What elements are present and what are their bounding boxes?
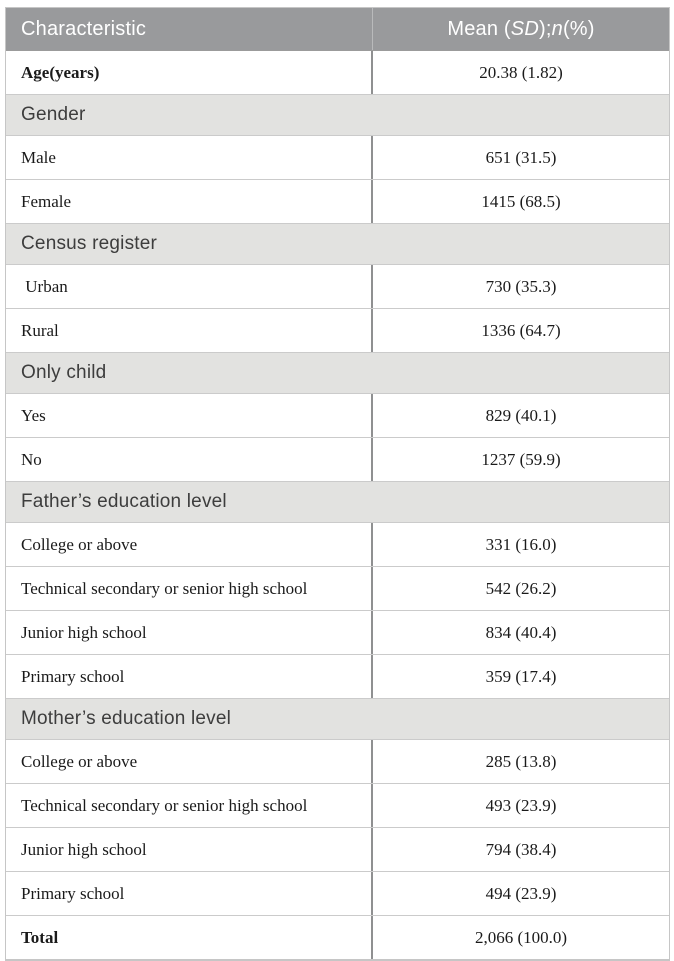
table-row: College or above 331 (16.0) xyxy=(6,523,669,567)
section-label: Gender xyxy=(21,104,86,125)
section-row: Census register xyxy=(6,224,669,265)
table-row: Total 2,066 (100.0) xyxy=(6,916,669,960)
section-row: Father’s education level xyxy=(6,482,669,523)
row-value: 1336 (64.7) xyxy=(481,320,561,340)
row-label: Total xyxy=(6,916,373,959)
row-value: 493 (23.9) xyxy=(485,795,557,815)
table-body: Age(years) 20.38 (1.82) Gender Male 651 (31.… xyxy=(6,51,669,960)
table-row: Technical secondary or senior high schoo… xyxy=(6,567,669,611)
table-row: Technical secondary or senior high schoo… xyxy=(6,784,669,828)
row-label: Rural xyxy=(6,309,373,352)
table-row: Age(years) 20.38 (1.82) xyxy=(6,51,669,95)
table-header-row: Characteristic Mean (SD); n (%) xyxy=(6,8,669,51)
table-row: Junior high school 794 (38.4) xyxy=(6,828,669,872)
row-value: 794 (38.4) xyxy=(485,839,557,859)
table-row: No 1237 (59.9) xyxy=(6,438,669,482)
table-row: Female 1415 (68.5) xyxy=(6,180,669,224)
row-value: 285 (13.8) xyxy=(485,751,557,771)
row-label: Junior high school xyxy=(6,611,373,654)
row-value: 730 (35.3) xyxy=(485,276,557,296)
table-row: Rural 1336 (64.7) xyxy=(6,309,669,353)
table-row: College or above 285 (13.8) xyxy=(6,740,669,784)
row-label: Female xyxy=(6,180,373,223)
row-label: Junior high school xyxy=(6,828,373,871)
header-value-segment: (%) xyxy=(562,17,595,40)
row-label: College or above xyxy=(6,740,373,783)
row-label: Yes xyxy=(6,394,373,437)
table-row: Urban 730 (35.3) xyxy=(6,265,669,309)
header-value-segment: n xyxy=(551,17,563,40)
table-row: Junior high school 834 (40.4) xyxy=(6,611,669,655)
row-value: 542 (26.2) xyxy=(485,578,557,598)
table-row: Yes 829 (40.1) xyxy=(6,394,669,438)
row-value: 651 (31.5) xyxy=(485,147,557,167)
column-header-mean-sd-n: Mean (SD); n (%) xyxy=(373,8,669,50)
row-label: Age(years) xyxy=(6,51,373,94)
row-value: 829 (40.1) xyxy=(485,405,557,425)
row-label: College or above xyxy=(6,523,373,566)
table-row: Primary school 494 (23.9) xyxy=(6,872,669,916)
table-row: Male 651 (31.5) xyxy=(6,136,669,180)
characteristics-table: Characteristic Mean (SD); n (%) Age(year… xyxy=(5,7,670,961)
row-label: Primary school xyxy=(6,872,373,915)
row-label: Technical secondary or senior high schoo… xyxy=(6,784,373,827)
row-value: 494 (23.9) xyxy=(485,883,557,903)
row-value: 2,066 (100.0) xyxy=(474,927,568,947)
header-value-segment: SD xyxy=(510,17,539,40)
section-row: Gender xyxy=(6,95,669,136)
section-row: Mother’s education level xyxy=(6,699,669,740)
row-value: 1237 (59.9) xyxy=(481,449,561,469)
header-value-segment: Mean ( xyxy=(447,17,511,40)
section-label: Census register xyxy=(21,233,158,254)
row-value: 834 (40.4) xyxy=(485,622,557,642)
row-value: 359 (17.4) xyxy=(485,666,557,686)
row-value: 1415 (68.5) xyxy=(481,191,561,211)
row-label: Technical secondary or senior high schoo… xyxy=(6,567,373,610)
row-value: 331 (16.0) xyxy=(485,534,557,554)
row-label: Primary school xyxy=(6,655,373,698)
row-label: Male xyxy=(6,136,373,179)
row-label: No xyxy=(6,438,373,481)
column-header-characteristic: Characteristic xyxy=(6,8,373,50)
section-label: Mother’s education level xyxy=(21,708,232,729)
header-value-segment: ); xyxy=(538,17,552,40)
table-row: Primary school 359 (17.4) xyxy=(6,655,669,699)
section-label: Father’s education level xyxy=(21,491,227,512)
row-label: Urban xyxy=(6,265,373,308)
row-value: 20.38 (1.82) xyxy=(479,62,563,82)
section-label: Only child xyxy=(21,362,107,383)
section-row: Only child xyxy=(6,353,669,394)
